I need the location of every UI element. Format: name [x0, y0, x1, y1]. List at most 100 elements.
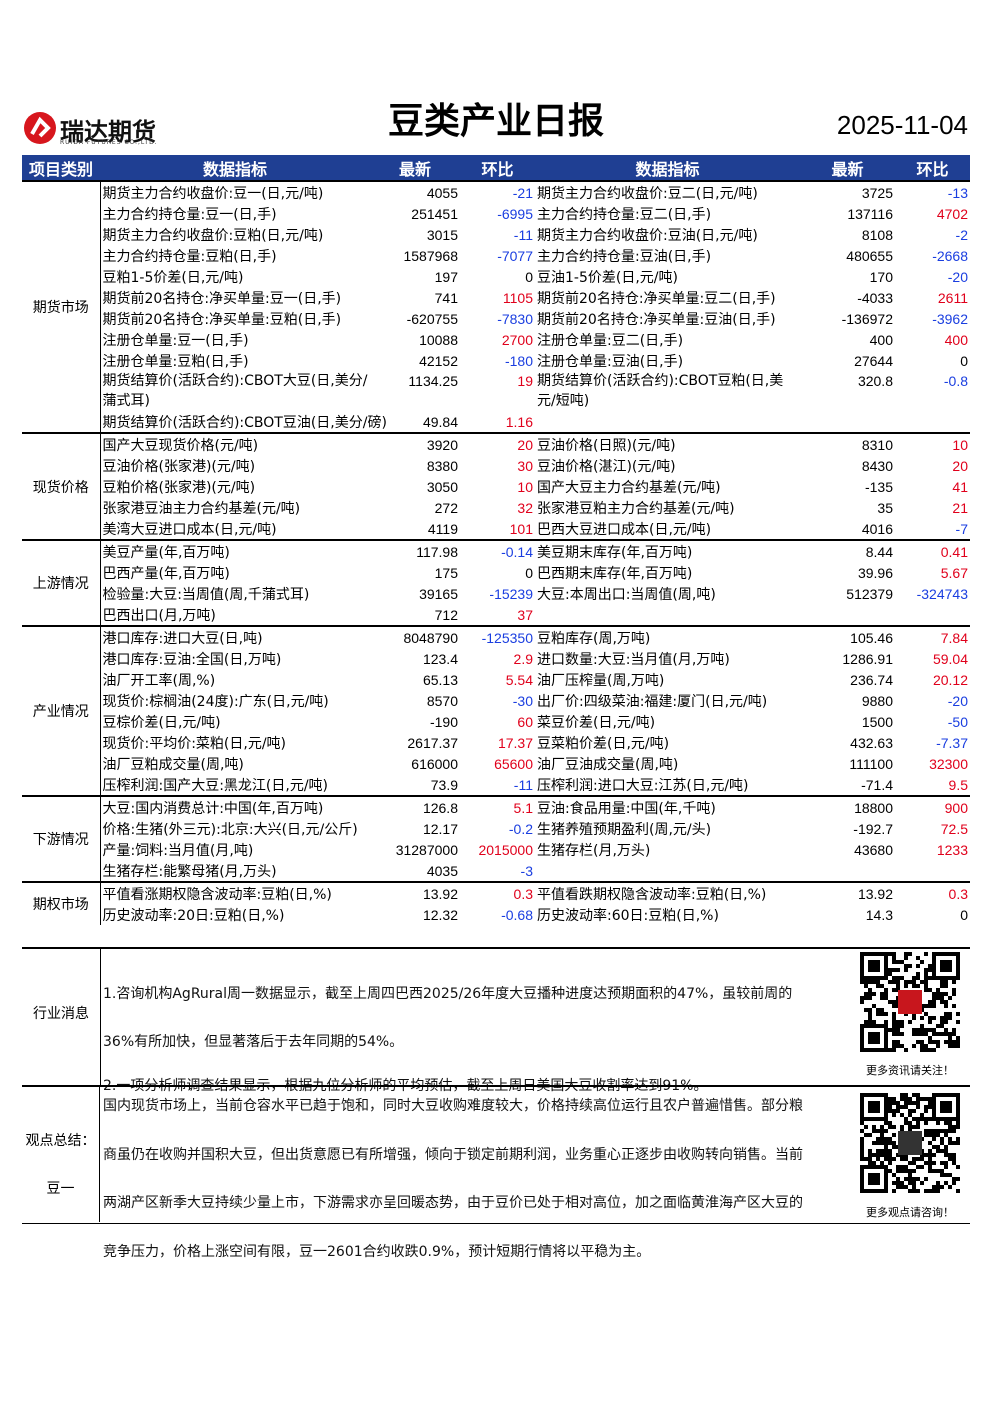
- qr-module: [900, 1113, 904, 1117]
- table-row: 注册仓单量:豆粕(日,手) 42152 -180 注册仓单量:豆油(日,手) 27644…: [22, 350, 970, 371]
- qr-module: [872, 1125, 876, 1129]
- qr-module: [860, 1137, 864, 1141]
- qr-module: [864, 996, 868, 1000]
- qr-module: [920, 1016, 924, 1020]
- qr-module: [952, 1157, 956, 1161]
- qr-module: [872, 1161, 876, 1165]
- change-value: 17.37: [497, 734, 533, 751]
- qr-module: [924, 972, 928, 976]
- indicator-name: 大豆:国内消费总计:中国(年,百万吨): [100, 795, 370, 818]
- column-header: 数据指标: [100, 155, 370, 181]
- latest-value: 126.8: [370, 795, 460, 818]
- qr-module: [920, 1097, 924, 1101]
- qr-module: [896, 1185, 900, 1189]
- qr-module: [940, 996, 944, 1000]
- qr-module: [904, 1097, 908, 1101]
- qr-module: [912, 984, 916, 988]
- qr-module: [948, 1137, 952, 1141]
- latest-value: 9880: [861, 692, 893, 709]
- category-cell: 现货价格: [22, 432, 101, 540]
- qr-module: [904, 952, 908, 956]
- qr-module: [928, 1161, 932, 1165]
- latest-value: 8108: [861, 226, 893, 243]
- indicator-name: 期货前20名持仓:净买单量:豆粕(日,手): [102, 311, 342, 328]
- latest-value: 741: [434, 289, 458, 306]
- indicator-name: 豆棕价差(日,元/吨): [102, 714, 221, 731]
- indicator-name: 美豆期末库存(年,百万吨): [535, 539, 800, 562]
- qr-module: [944, 1153, 948, 1157]
- qr-module: [948, 1012, 952, 1016]
- indicator-name: 菜豆价差(日,元/吨): [537, 714, 656, 731]
- qr-module: [936, 1032, 940, 1036]
- qr-module: [868, 1133, 872, 1137]
- change-value: -3: [520, 862, 533, 879]
- qr-module: [940, 1016, 944, 1020]
- news-block: [22, 947, 970, 1087]
- indicator-name: 主力合约持仓量:豆油(日,手): [537, 248, 712, 265]
- qr-module: [896, 1040, 900, 1044]
- qr-module: [876, 1008, 880, 1012]
- qr-module: [888, 1157, 892, 1161]
- qr-module: [916, 1121, 920, 1125]
- indicator-name: 平值看涨期权隐含波动率:豆粕(日,%): [100, 881, 370, 904]
- qr-module: [944, 1012, 948, 1016]
- indicator-name: 现货价:棕榈油(24度):广东(日,元/吨): [102, 693, 329, 710]
- indicator-name: 期货前20名持仓:净买单量:豆一(日,手): [102, 290, 342, 307]
- indicator-name: 港口库存:豆油:全国(日,万吨): [102, 651, 282, 668]
- qr-module: [868, 1016, 872, 1020]
- qr-module: [932, 996, 936, 1000]
- qr-module: [880, 1008, 884, 1012]
- latest-value: 39.96: [857, 564, 893, 581]
- indicator-name: 油厂豆粕成交量(周,吨): [102, 756, 244, 773]
- latest-value: 10088: [419, 331, 458, 348]
- qr-module: [944, 1161, 948, 1165]
- indicator-name: 检验量:大豆:当周值(周,千蒲式耳): [102, 586, 310, 603]
- qr-module: [892, 1097, 896, 1101]
- qr-module: [948, 1016, 952, 1020]
- change-value: -2: [955, 226, 968, 243]
- latest-value: 43680: [854, 841, 893, 858]
- qr-module: [876, 1137, 880, 1141]
- qr-module: [956, 1141, 960, 1145]
- qr-module: [952, 1125, 956, 1129]
- qr-module: [900, 1169, 904, 1173]
- qr-module: [892, 1141, 896, 1145]
- qr-module: [952, 1028, 956, 1032]
- latest-value: 4119: [427, 520, 458, 537]
- empty-cell: [800, 411, 895, 433]
- change-value: 32: [517, 499, 533, 516]
- qr-module: [924, 1133, 928, 1137]
- indicator-name: 大豆:本周出口:当周值(周,吨): [537, 586, 716, 603]
- qr-module: [864, 984, 868, 988]
- qr-module: [924, 1012, 928, 1016]
- qr-module: [924, 1109, 928, 1113]
- indicator-name: 美湾大豆进口成本(日,元/吨): [102, 521, 277, 538]
- qr-module: [880, 992, 884, 996]
- qr-module: [924, 1097, 928, 1101]
- qr-module: [908, 1125, 912, 1129]
- qr-module: [892, 968, 896, 972]
- qr-module: [948, 1121, 952, 1125]
- indicator-name: 期货主力合约收盘价:豆二(日,元/吨): [535, 180, 800, 203]
- indicator-name: 平值看跌期权隐含波动率:豆粕(日,%): [535, 881, 800, 904]
- qr-module: [920, 1024, 924, 1028]
- qr-module: [928, 1000, 932, 1004]
- latest-value: 4035: [426, 862, 458, 879]
- qr-module: [928, 1117, 932, 1121]
- table-row: 期货主力合约收盘价:豆粕(日,元/吨) 3015 -11 期货主力合约收盘价:豆油(日…: [22, 224, 970, 245]
- qr-module: [920, 1044, 924, 1048]
- qr-module: [892, 1012, 896, 1016]
- latest-value: 65.13: [422, 671, 458, 688]
- qr-module: [896, 1165, 900, 1169]
- qr-module: [952, 1153, 956, 1157]
- qr-module: [928, 1105, 932, 1109]
- qr-module: [892, 1125, 896, 1129]
- qr-module: [924, 1105, 928, 1109]
- qr-module: [940, 1024, 944, 1028]
- table-row: 检验量:大豆:当周值(周,千蒲式耳) 39165 -15239 大豆:本周出口:当周值…: [22, 583, 970, 604]
- qr-module: [944, 1173, 948, 1177]
- qr-module: [872, 1129, 876, 1133]
- qr-module: [892, 960, 896, 964]
- qr-module: [880, 1129, 884, 1133]
- qr-module: [924, 980, 928, 984]
